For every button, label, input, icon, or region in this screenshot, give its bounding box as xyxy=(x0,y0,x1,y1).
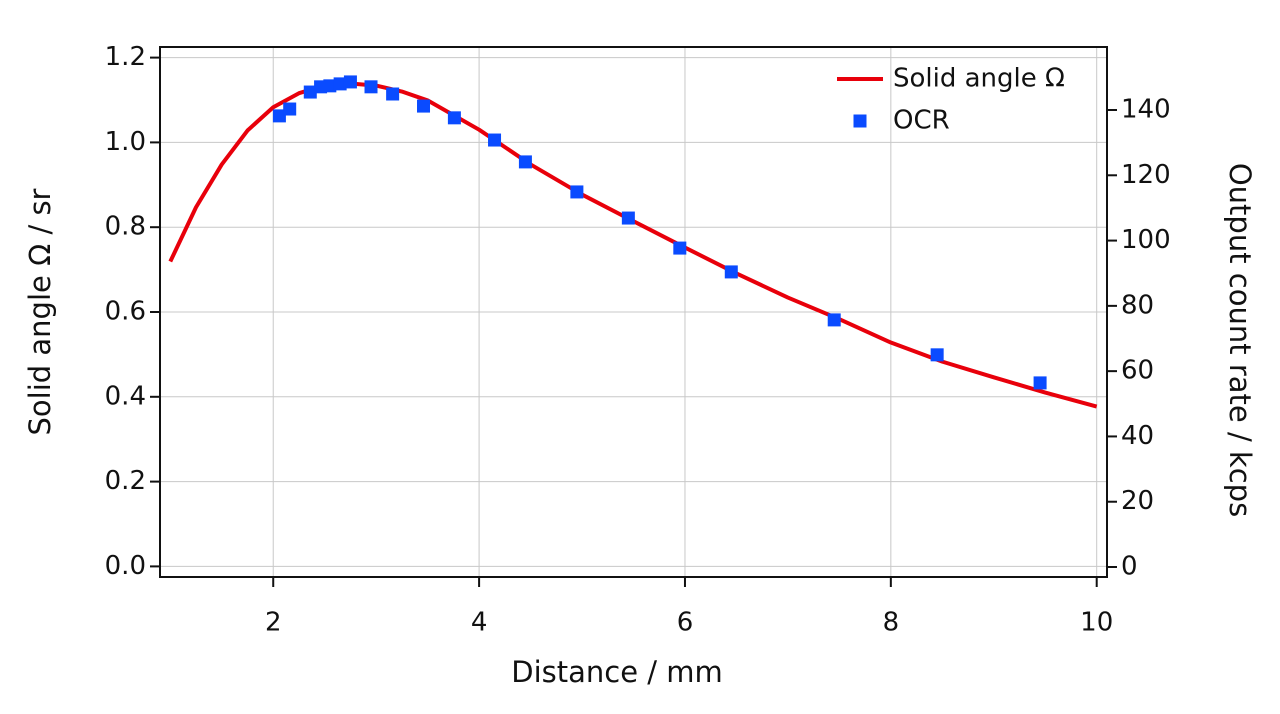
y2-tick-label: 60 xyxy=(1121,356,1154,386)
y2-tick-label: 80 xyxy=(1121,290,1154,320)
marker xyxy=(1033,376,1047,390)
y-tick-label: 1.0 xyxy=(105,127,146,157)
y-tick-label: 0.8 xyxy=(105,212,146,242)
x-tick-label: 4 xyxy=(471,608,488,638)
y2-tick-label: 100 xyxy=(1121,225,1171,255)
plot-frame xyxy=(159,46,1108,578)
marker xyxy=(364,80,378,94)
legend-swatch xyxy=(853,114,867,128)
marker xyxy=(930,348,944,362)
y-axis-label: Solid angle Ω / sr xyxy=(23,188,57,435)
legend-label: Solid angle Ω xyxy=(893,64,1065,94)
y-tick-label: 0.0 xyxy=(105,551,146,581)
x-tick-label: 10 xyxy=(1080,608,1113,638)
marker xyxy=(272,109,286,123)
y2-axis-label: Output count rate / kcps xyxy=(1223,163,1257,517)
marker xyxy=(570,185,584,199)
marker xyxy=(518,155,532,169)
y2-tick-label: 0 xyxy=(1121,552,1138,582)
y-tick-label: 0.6 xyxy=(105,297,146,327)
marker xyxy=(827,313,841,327)
marker xyxy=(343,75,357,89)
marker xyxy=(673,241,687,255)
x-axis-label: Distance / mm xyxy=(511,655,723,689)
marker xyxy=(447,111,461,125)
marker xyxy=(417,99,431,113)
y2-tick-label: 120 xyxy=(1121,160,1171,190)
marker xyxy=(386,87,400,101)
marker xyxy=(303,85,317,99)
marker xyxy=(621,211,635,225)
marker xyxy=(488,133,502,147)
y2-tick-label: 40 xyxy=(1121,421,1154,451)
y2-tick-label: 140 xyxy=(1121,95,1171,125)
marker xyxy=(323,79,337,93)
y-tick-label: 1.2 xyxy=(105,42,146,72)
line xyxy=(168,81,1098,409)
marker xyxy=(333,77,347,91)
y-tick-label: 0.4 xyxy=(105,381,146,411)
x-tick-label: 6 xyxy=(677,608,694,638)
marker xyxy=(283,102,297,116)
x-tick-label: 8 xyxy=(883,608,900,638)
legend-label: OCR xyxy=(893,106,950,136)
y-tick-label: 0.2 xyxy=(105,466,146,496)
marker xyxy=(724,265,738,279)
x-tick-label: 2 xyxy=(265,608,282,638)
y2-tick-label: 20 xyxy=(1121,486,1154,516)
